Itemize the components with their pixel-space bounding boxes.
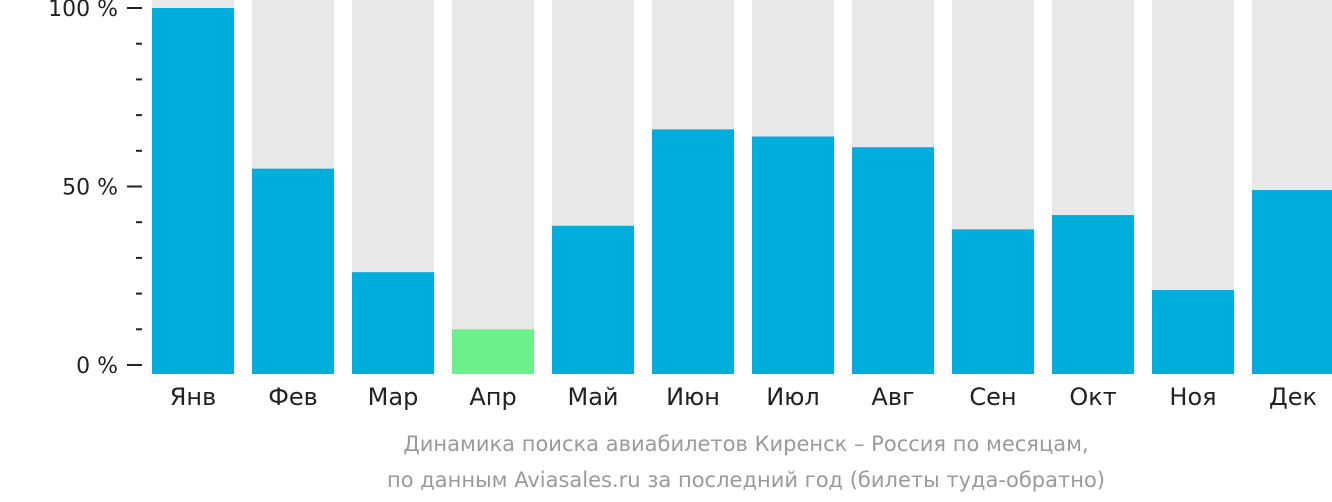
x-tick-label: Фев: [268, 383, 318, 411]
bar-track-4: [452, 0, 534, 374]
bar-12: [1252, 190, 1332, 374]
x-tick-label: Апр: [469, 383, 516, 411]
bar-11: [1152, 290, 1234, 374]
bar-7: [752, 136, 834, 374]
y-tick-label: 0 %: [76, 354, 118, 379]
x-tick-label: Мар: [368, 383, 419, 411]
x-tick-label: Авг: [871, 383, 914, 411]
bar-5: [552, 225, 634, 374]
x-tick-label: Дек: [1269, 383, 1317, 411]
x-tick-label: Янв: [170, 383, 217, 411]
x-tick-label: Окт: [1069, 383, 1116, 411]
bar-6: [652, 129, 734, 374]
y-tick-label: 50 %: [62, 176, 118, 201]
y-tick-label: 100 %: [48, 0, 118, 22]
bar-chart: Янв Фев Мар Апр Май Июн Июл Авг Сен Окт Ноя Дек 0 % 5…: [48, 0, 1332, 411]
x-tick-label: Май: [567, 383, 618, 411]
chart-caption-line-2: по данным Aviasales.ru за последний год …: [387, 468, 1105, 492]
x-tick-label: Июл: [766, 383, 820, 411]
bar-9: [952, 229, 1034, 374]
chart-caption-line-1: Динамика поиска авиабилетов Киренск – Ро…: [403, 432, 1089, 456]
bar-3: [352, 272, 434, 374]
bar-2: [252, 168, 334, 374]
bar-4: [452, 329, 534, 374]
x-tick-label: Июн: [666, 383, 720, 411]
bar-10: [1052, 215, 1134, 374]
x-tick-label: Ноя: [1169, 383, 1216, 411]
bar-8: [852, 147, 934, 374]
bar-1: [152, 8, 234, 374]
x-tick-label: Сен: [969, 383, 1016, 411]
